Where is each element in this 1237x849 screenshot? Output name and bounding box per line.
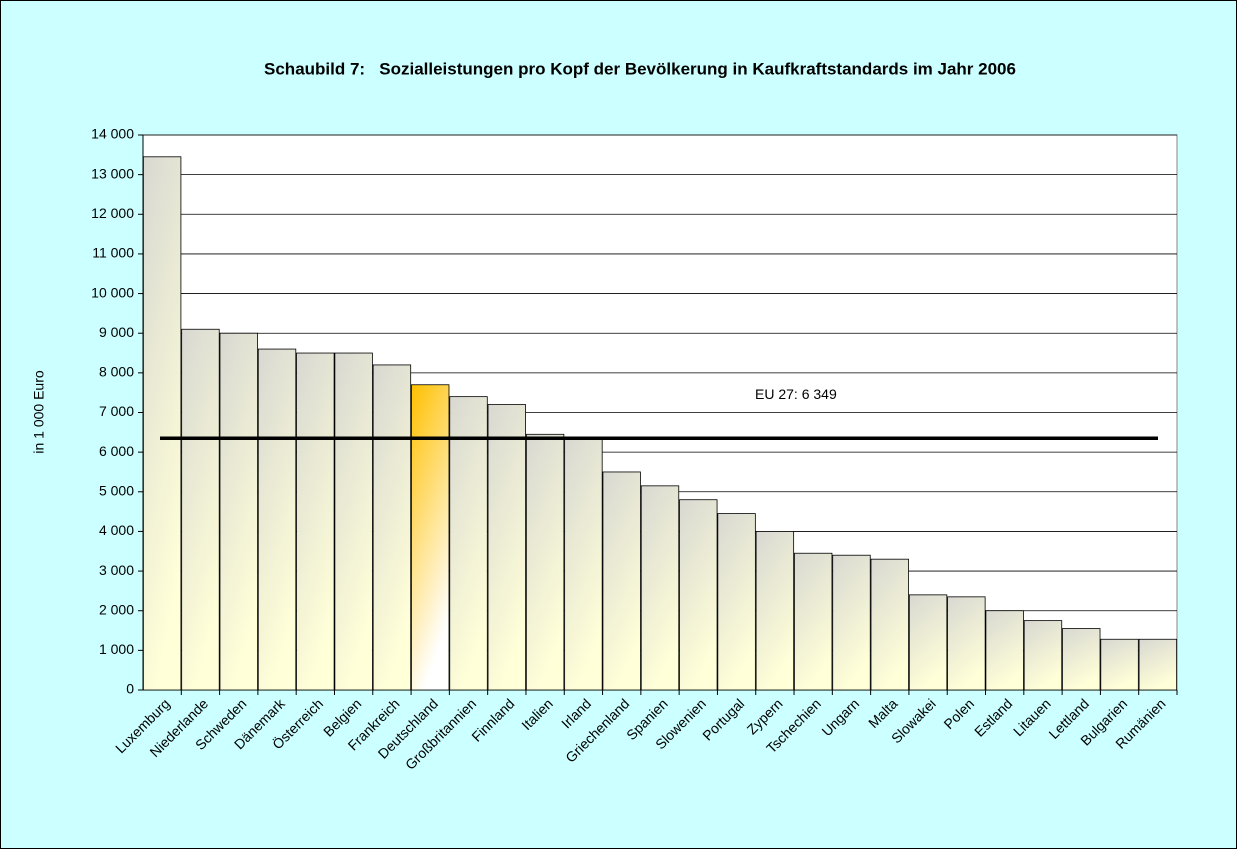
y-tick-label: 1 000 (99, 641, 134, 657)
y-tick-label: 13 000 (91, 165, 134, 181)
bar (1138, 638, 1178, 691)
bar (832, 554, 871, 691)
bar (564, 437, 603, 691)
y-axis-label: in 1 000 Euro (31, 370, 47, 453)
bar (142, 156, 182, 691)
bar (257, 348, 297, 691)
y-tick-label: 14 000 (91, 126, 134, 142)
bar (870, 558, 909, 691)
y-tick-label: 6 000 (99, 443, 134, 459)
bar (296, 352, 335, 691)
bar (334, 352, 373, 691)
y-tick-label: 12 000 (91, 205, 134, 221)
bar (1100, 638, 1139, 691)
bar (794, 552, 833, 691)
reference-label: EU 27: 6 349 (755, 386, 837, 402)
bar (1023, 620, 1063, 691)
y-tick-label: 8 000 (99, 364, 134, 380)
y-tick-label: 5 000 (99, 482, 134, 498)
y-tick-label: 11 000 (92, 245, 134, 261)
bar (525, 433, 565, 691)
y-tick-label: 10 000 (91, 284, 134, 300)
bar (755, 531, 795, 691)
bar (487, 404, 526, 691)
y-tick-label: 9 000 (99, 324, 134, 340)
bar (449, 396, 488, 691)
chart-title: Schaubild 7: Sozialleistungen pro Kopf d… (264, 59, 1016, 78)
y-tick-label: 0 (126, 681, 134, 697)
bar (985, 610, 1024, 691)
bar (372, 364, 412, 691)
y-tick-label: 3 000 (99, 562, 134, 578)
y-tick-label: 2 000 (99, 601, 134, 617)
bar (181, 328, 220, 691)
y-tick-label: 7 000 (99, 403, 134, 419)
bar (411, 384, 450, 691)
bar (947, 596, 986, 691)
bar (602, 471, 641, 691)
bar (219, 332, 258, 691)
bar (717, 513, 756, 691)
bar (640, 485, 680, 691)
y-tick-label: 4 000 (99, 522, 134, 538)
bar (679, 499, 718, 691)
bar (908, 594, 948, 691)
bar (1062, 628, 1101, 691)
